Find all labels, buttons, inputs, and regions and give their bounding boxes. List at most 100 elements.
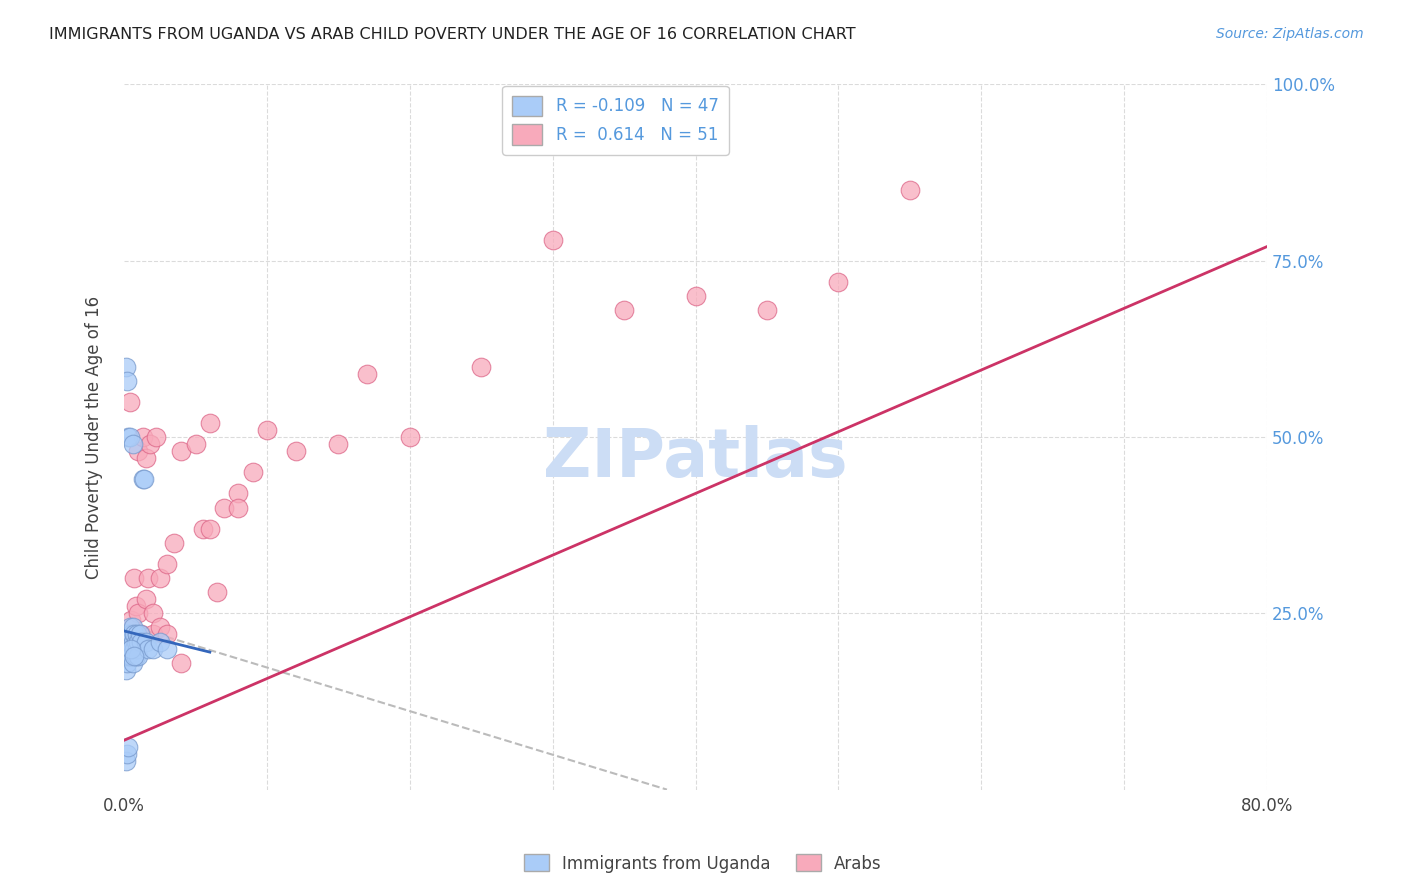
Point	[117, 641, 139, 656]
Point	[124, 599, 146, 614]
Point	[170, 444, 193, 458]
Point	[205, 585, 228, 599]
Point	[129, 634, 152, 648]
Point	[118, 394, 141, 409]
Point	[142, 641, 165, 656]
Point	[131, 430, 153, 444]
Point	[127, 634, 149, 648]
Point	[120, 641, 142, 656]
Point	[198, 416, 221, 430]
Point	[127, 607, 149, 621]
Point	[142, 607, 165, 621]
Point	[118, 620, 141, 634]
Point	[121, 634, 143, 648]
Point	[135, 634, 157, 648]
Point	[156, 557, 179, 571]
Point	[228, 486, 250, 500]
Point	[256, 423, 278, 437]
Point	[122, 627, 145, 641]
Point	[184, 437, 207, 451]
Y-axis label: Child Poverty Under the Age of 16: Child Poverty Under the Age of 16	[86, 295, 103, 579]
Point	[149, 571, 172, 585]
Point	[120, 641, 142, 656]
Point	[127, 648, 149, 663]
Point	[212, 500, 235, 515]
Point	[170, 656, 193, 670]
Point	[114, 663, 136, 677]
Legend: R = -0.109   N = 47, R =  0.614   N = 51: R = -0.109 N = 47, R = 0.614 N = 51	[502, 86, 728, 154]
Point	[122, 571, 145, 585]
Point	[118, 648, 141, 663]
Point	[124, 641, 146, 656]
Point	[117, 430, 139, 444]
Point	[328, 437, 350, 451]
Point	[398, 430, 420, 444]
Point	[163, 536, 186, 550]
Point	[121, 437, 143, 451]
Point	[156, 641, 179, 656]
Point	[129, 627, 152, 641]
Point	[118, 634, 141, 648]
Point	[121, 627, 143, 641]
Point	[114, 634, 136, 648]
Point	[117, 627, 139, 641]
Text: IMMIGRANTS FROM UGANDA VS ARAB CHILD POVERTY UNDER THE AGE OF 16 CORRELATION CHA: IMMIGRANTS FROM UGANDA VS ARAB CHILD POV…	[49, 27, 856, 42]
Point	[120, 648, 142, 663]
Point	[149, 634, 172, 648]
Point	[125, 627, 148, 641]
Point	[685, 289, 707, 303]
Point	[142, 627, 165, 641]
Point	[124, 648, 146, 663]
Point	[117, 740, 139, 755]
Point	[122, 641, 145, 656]
Point	[114, 634, 136, 648]
Point	[198, 522, 221, 536]
Point	[117, 648, 139, 663]
Point	[122, 648, 145, 663]
Point	[138, 571, 160, 585]
Point	[284, 444, 307, 458]
Point	[135, 592, 157, 607]
Point	[356, 367, 378, 381]
Point	[114, 755, 136, 769]
Point	[242, 465, 264, 479]
Point	[138, 641, 160, 656]
Point	[120, 634, 142, 648]
Text: Source: ZipAtlas.com: Source: ZipAtlas.com	[1216, 27, 1364, 41]
Point	[125, 627, 148, 641]
Point	[118, 430, 141, 444]
Point	[755, 303, 778, 318]
Point	[121, 656, 143, 670]
Point	[115, 627, 138, 641]
Point	[115, 374, 138, 388]
Point	[127, 444, 149, 458]
Point	[145, 430, 167, 444]
Point	[115, 656, 138, 670]
Point	[115, 634, 138, 648]
Point	[541, 233, 564, 247]
Point	[134, 472, 156, 486]
Point	[156, 627, 179, 641]
Point	[120, 613, 142, 627]
Point	[135, 451, 157, 466]
Point	[898, 183, 921, 197]
Point	[115, 641, 138, 656]
Point	[228, 500, 250, 515]
Point	[121, 620, 143, 634]
Legend: Immigrants from Uganda, Arabs: Immigrants from Uganda, Arabs	[517, 847, 889, 880]
Point	[149, 620, 172, 634]
Text: ZIPatlas: ZIPatlas	[543, 425, 848, 491]
Point	[125, 641, 148, 656]
Point	[613, 303, 636, 318]
Point	[191, 522, 214, 536]
Point	[117, 634, 139, 648]
Point	[128, 627, 150, 641]
Point	[114, 359, 136, 374]
Point	[115, 747, 138, 762]
Point	[120, 627, 142, 641]
Point	[117, 641, 139, 656]
Point	[124, 634, 146, 648]
Point	[470, 359, 492, 374]
Point	[115, 627, 138, 641]
Point	[827, 275, 849, 289]
